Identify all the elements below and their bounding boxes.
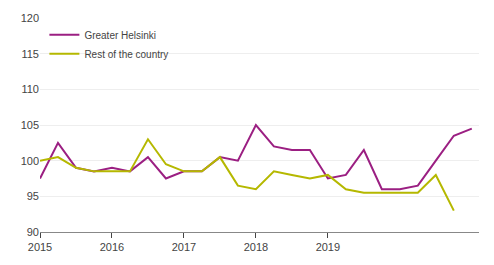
svg-text:120: 120 <box>21 12 39 24</box>
svg-text:2015: 2015 <box>28 241 52 253</box>
svg-text:2017: 2017 <box>172 241 196 253</box>
svg-text:100: 100 <box>21 155 39 167</box>
svg-text:105: 105 <box>21 119 39 131</box>
svg-text:2018: 2018 <box>244 241 268 253</box>
svg-text:110: 110 <box>21 83 39 95</box>
svg-text:Rest of the country: Rest of the country <box>84 49 168 60</box>
svg-text:Greater Helsinki: Greater Helsinki <box>84 30 156 41</box>
svg-text:115: 115 <box>21 48 39 60</box>
svg-text:2016: 2016 <box>100 241 124 253</box>
svg-text:95: 95 <box>27 190 39 202</box>
svg-text:2019: 2019 <box>316 241 340 253</box>
svg-text:90: 90 <box>27 226 39 238</box>
